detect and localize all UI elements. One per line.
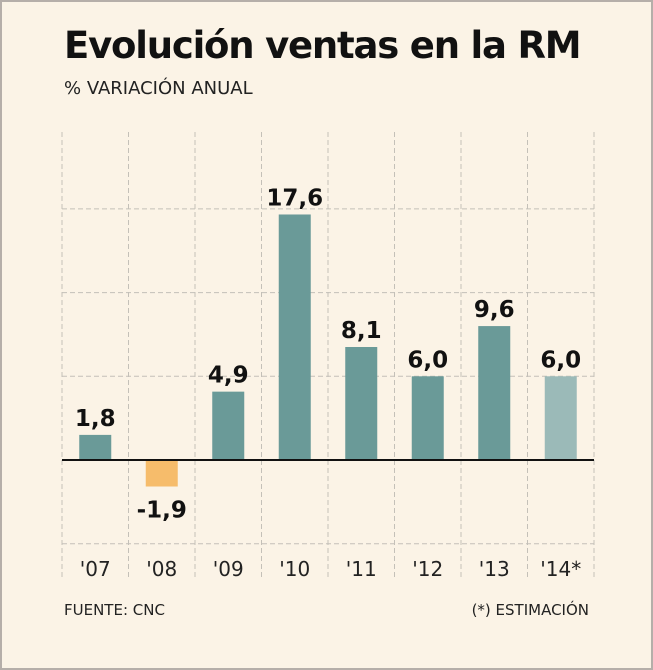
bar-3 (278, 214, 311, 460)
bar-1 (145, 460, 178, 487)
data-label-7: 6,0 (540, 347, 581, 373)
data-label-3: 17,6 (266, 185, 323, 211)
bar-0 (79, 434, 112, 460)
bar-6 (478, 326, 511, 460)
bar-2 (212, 391, 245, 460)
data-label-5: 6,0 (407, 347, 448, 373)
estimate-note: (*) ESTIMACIÓN (471, 601, 589, 619)
data-label-0: 1,8 (75, 406, 116, 432)
data-label-6: 9,6 (474, 297, 515, 323)
x-tick-label-6: '13 (479, 557, 510, 581)
data-label-1: -1,9 (137, 498, 187, 524)
x-tick-label-2: '09 (213, 557, 244, 581)
data-label-2: 4,9 (208, 363, 249, 389)
bar-5 (411, 376, 444, 460)
x-tick-label-1: '08 (146, 557, 177, 581)
x-tick-label-0: '07 (80, 557, 111, 581)
source-note: FUENTE: CNC (64, 601, 165, 619)
chart-subtitle: % VARIACIÓN ANUAL (64, 78, 253, 99)
x-tick-label-4: '11 (346, 557, 377, 581)
x-tick-label-5: '12 (412, 557, 443, 581)
chart-title: Evolución ventas en la RM (64, 24, 582, 67)
x-tick-label-7: '14* (540, 557, 581, 581)
x-tick-label-3: '10 (279, 557, 310, 581)
bar-7 (544, 376, 577, 460)
bar-4 (345, 347, 378, 460)
data-label-4: 8,1 (341, 318, 382, 344)
